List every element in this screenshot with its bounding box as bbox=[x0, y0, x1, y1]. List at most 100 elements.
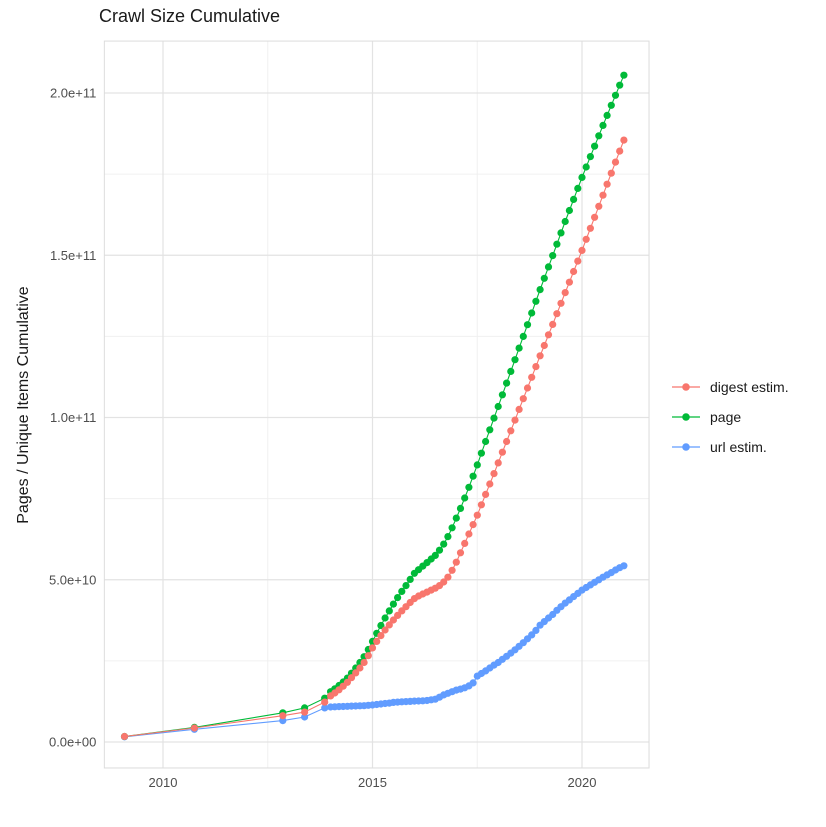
data-point bbox=[321, 704, 329, 712]
data-point bbox=[607, 169, 615, 177]
data-point bbox=[507, 367, 515, 375]
data-point bbox=[515, 405, 523, 413]
data-point bbox=[553, 310, 561, 318]
data-point bbox=[549, 320, 557, 328]
data-point bbox=[477, 449, 485, 457]
data-point bbox=[620, 71, 628, 79]
data-point bbox=[532, 626, 540, 635]
data-point bbox=[599, 191, 607, 199]
x-tick-label: 2015 bbox=[358, 775, 387, 790]
data-point bbox=[603, 111, 611, 119]
data-point bbox=[381, 614, 389, 622]
data-point bbox=[473, 511, 481, 519]
data-point bbox=[523, 384, 532, 392]
data-point bbox=[406, 575, 414, 584]
data-point bbox=[607, 101, 615, 109]
legend-label-url: url estim. bbox=[710, 438, 767, 455]
data-point bbox=[570, 195, 578, 203]
legend-key-url-icon bbox=[672, 442, 700, 451]
chart-title: Crawl Size Cumulative bbox=[99, 6, 281, 26]
data-point bbox=[452, 558, 460, 566]
legend-key-dot bbox=[682, 412, 690, 421]
data-point bbox=[465, 530, 473, 538]
data-point bbox=[494, 459, 502, 467]
data-point bbox=[452, 514, 460, 522]
data-point bbox=[603, 180, 611, 188]
data-point bbox=[385, 607, 393, 615]
data-point bbox=[528, 309, 536, 317]
data-point bbox=[511, 356, 519, 364]
data-point bbox=[389, 616, 397, 624]
data-point bbox=[494, 402, 502, 411]
data-point bbox=[540, 274, 548, 282]
x-tick-label: 2020 bbox=[568, 775, 597, 790]
data-point bbox=[377, 621, 385, 630]
data-point bbox=[620, 136, 628, 144]
data-point bbox=[469, 472, 477, 480]
data-point bbox=[431, 551, 439, 560]
legend-key-digest-icon bbox=[672, 382, 700, 391]
data-point bbox=[595, 202, 603, 210]
data-point bbox=[591, 213, 599, 221]
data-point bbox=[523, 321, 532, 329]
data-point bbox=[465, 483, 473, 491]
data-point bbox=[482, 490, 490, 498]
data-point bbox=[532, 363, 540, 371]
data-point bbox=[482, 437, 490, 446]
data-point bbox=[540, 341, 548, 350]
data-point bbox=[402, 582, 410, 590]
data-point bbox=[503, 437, 511, 446]
data-point bbox=[190, 724, 198, 732]
legend-key-dot bbox=[682, 382, 690, 391]
data-point bbox=[473, 461, 481, 469]
y-tick-label: 1.0e+11 bbox=[50, 410, 96, 425]
data-point bbox=[461, 539, 469, 548]
y-tick-label: 5.0e+10 bbox=[49, 572, 96, 587]
data-point bbox=[490, 414, 498, 422]
legend-label-digest: digest estim. bbox=[710, 378, 789, 395]
data-point bbox=[301, 708, 309, 716]
y-tick-label: 2.0e+11 bbox=[50, 86, 96, 101]
data-point bbox=[448, 566, 456, 574]
data-point bbox=[477, 501, 485, 509]
data-point bbox=[536, 286, 544, 294]
data-point bbox=[486, 480, 494, 488]
data-point bbox=[373, 637, 381, 646]
x-tick-label: 2010 bbox=[149, 775, 178, 790]
data-point bbox=[435, 546, 444, 554]
data-point bbox=[528, 631, 536, 639]
legend-item-url-estim: url estim. bbox=[672, 436, 789, 457]
data-point bbox=[120, 732, 129, 741]
legend-key-page-icon bbox=[672, 412, 700, 421]
legend-item-page: page bbox=[672, 406, 789, 427]
data-point bbox=[347, 674, 356, 682]
data-point bbox=[389, 600, 397, 608]
data-point bbox=[611, 158, 620, 166]
data-point bbox=[532, 297, 540, 305]
data-point bbox=[469, 521, 477, 529]
data-point bbox=[394, 594, 402, 602]
data-point bbox=[456, 504, 465, 512]
data-point bbox=[381, 626, 389, 634]
data-point bbox=[440, 578, 448, 586]
legend-item-digest-estim: digest estim. bbox=[672, 376, 789, 397]
data-point bbox=[544, 263, 553, 271]
data-point bbox=[519, 332, 527, 340]
data-point bbox=[498, 448, 506, 456]
data-point bbox=[515, 344, 523, 352]
data-point bbox=[586, 224, 595, 232]
data-point bbox=[360, 658, 368, 667]
data-point bbox=[385, 621, 393, 629]
data-point bbox=[595, 132, 603, 140]
data-point bbox=[565, 278, 574, 286]
panel-border bbox=[103, 40, 650, 769]
data-point bbox=[574, 257, 582, 265]
data-point bbox=[486, 426, 494, 434]
data-point bbox=[616, 81, 624, 89]
data-point bbox=[591, 142, 599, 150]
data-point bbox=[498, 391, 506, 399]
data-point bbox=[570, 267, 578, 276]
legend-key-dot bbox=[682, 442, 690, 451]
data-point bbox=[503, 379, 511, 387]
